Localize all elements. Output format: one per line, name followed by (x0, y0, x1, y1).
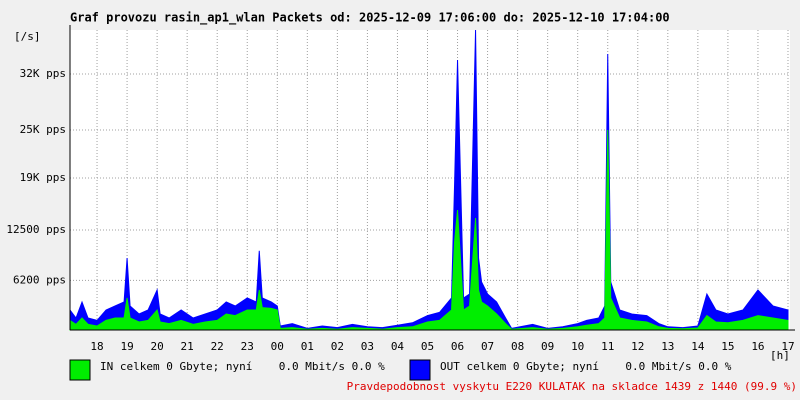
y-tick-label: 32K pps (20, 67, 66, 80)
x-tick-label: 11 (601, 340, 614, 353)
x-tick-label: 09 (541, 340, 554, 353)
x-tick-label: 16 (751, 340, 764, 353)
legend: IN celkem 0 Gbyte; nyní 0.0 Mbit/s 0.0 %… (69, 359, 732, 381)
x-tick-label: 21 (181, 340, 194, 353)
legend-label: OUT celkem 0 Gbyte; nyní 0.0 Mbit/s 0.0 … (440, 360, 732, 373)
x-tick-label: 23 (241, 340, 254, 353)
x-tick-label: 04 (391, 340, 405, 353)
x-tick-label: 22 (211, 340, 224, 353)
y-tick-label: 6200 pps (13, 273, 66, 286)
legend-label: IN celkem 0 Gbyte; nyní 0.0 Mbit/s 0.0 % (100, 360, 385, 373)
x-tick-label: 05 (421, 340, 434, 353)
chart-title: Graf provozu rasin_ap1_wlan Packets od: … (70, 11, 670, 26)
x-tick-label: 02 (331, 340, 344, 353)
grid (70, 30, 790, 330)
x-tick-label: 08 (511, 340, 524, 353)
x-tick-label: 17 (781, 340, 794, 353)
x-tick-label: 13 (661, 340, 674, 353)
x-tick-label: 19 (120, 340, 133, 353)
annotation: Pravdepodobnost vyskytu E220 KULATAK na … (347, 380, 797, 393)
x-axis-label: [h] (770, 349, 790, 362)
x-tick-label: 00 (271, 340, 284, 353)
y-tick-label: 19K pps (20, 171, 66, 184)
x-tick-label: 20 (150, 340, 163, 353)
y-axis-label: [/s] (14, 30, 41, 43)
x-tick-label: 12 (631, 340, 644, 353)
plot-area (70, 30, 790, 330)
x-tick-label: 18 (90, 340, 103, 353)
legend-swatch (69, 359, 91, 381)
areas (69, 29, 789, 331)
x-tick-label: 07 (481, 340, 494, 353)
x-tick-label: 06 (451, 340, 464, 353)
x-tick-label: 14 (691, 340, 705, 353)
x-tick-label: 01 (301, 340, 314, 353)
y-tick-label: 12500 pps (6, 223, 66, 236)
x-tick-label: 03 (361, 340, 374, 353)
y-tick-label: 25K pps (20, 123, 66, 136)
x-tick-label: 10 (571, 340, 584, 353)
legend-swatch (409, 359, 431, 381)
x-tick-label: 15 (721, 340, 734, 353)
series-area (69, 129, 789, 331)
